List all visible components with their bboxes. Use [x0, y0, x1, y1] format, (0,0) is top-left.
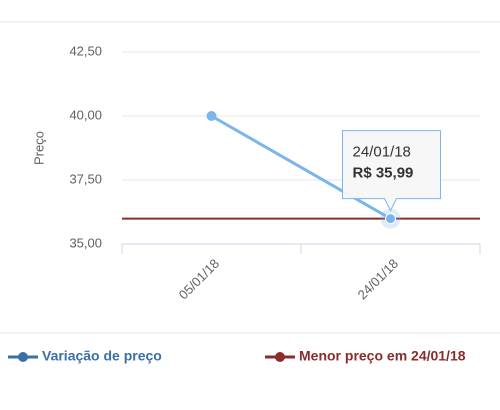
- y-tick-label: 37,50: [69, 171, 102, 186]
- legend-label: Variação de preço: [42, 348, 162, 364]
- tooltip-value: R$ 35,99: [353, 165, 414, 182]
- series-line: [210, 114, 392, 220]
- point: [206, 111, 217, 121]
- legend-marker: [275, 352, 285, 362]
- y-tick-label: 35,00: [69, 235, 102, 250]
- legend-marker: [18, 352, 28, 362]
- tooltip-box: [342, 130, 441, 212]
- y-tick-label: 40,00: [69, 107, 102, 122]
- point: [385, 213, 396, 225]
- legend-label: Menor preço em 24/01/18: [299, 348, 466, 364]
- tooltip: 24/01/18 R$ 35,99: [342, 130, 441, 212]
- y-tick-label: 42,50: [69, 43, 102, 58]
- tooltip-title: 24/01/18: [353, 144, 411, 161]
- y-axis-label: Preço: [31, 131, 46, 165]
- x-tick-label: 05/01/18: [176, 256, 222, 302]
- x-tick-label: 24/01/18: [355, 256, 401, 302]
